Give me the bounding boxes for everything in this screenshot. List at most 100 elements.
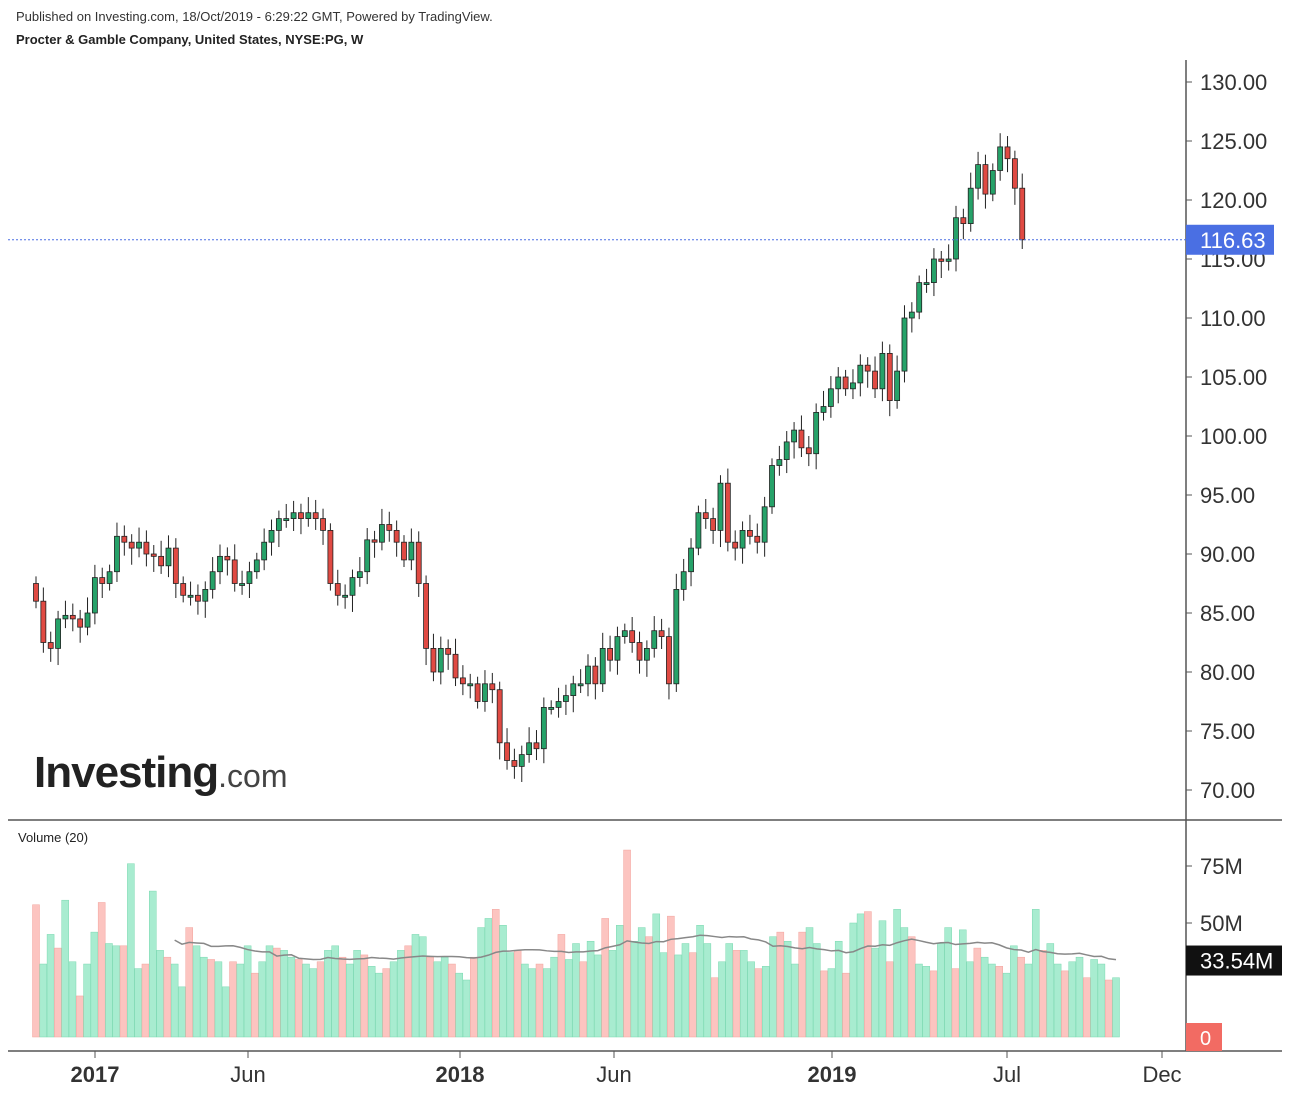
- volume-bar: [586, 940, 595, 1038]
- volume-bar: [367, 966, 376, 1038]
- volume-bar: [419, 936, 427, 1038]
- volume-ma-line: [174, 934, 1117, 961]
- volume-bar: [805, 927, 814, 1038]
- volume-bar: [747, 961, 755, 1038]
- volume-bar: [97, 902, 106, 1038]
- volume-bar: [827, 968, 836, 1038]
- candle-body: [997, 146, 1004, 171]
- candle-body: [261, 541, 268, 561]
- volume-bar: [83, 963, 91, 1038]
- volume-bar: [995, 966, 1003, 1038]
- volume-bar: [127, 863, 135, 1038]
- candle-body: [636, 642, 643, 661]
- volume-bar: [1010, 945, 1018, 1038]
- volume-bar: [302, 963, 310, 1038]
- candle-body: [629, 630, 636, 643]
- volume-bar: [769, 936, 777, 1038]
- volume-bar: [338, 956, 347, 1038]
- candle-body: [688, 547, 694, 573]
- volume-bar: [477, 927, 485, 1038]
- volume-bar: [214, 961, 223, 1038]
- price-tick-label: 120.00: [1200, 188, 1267, 213]
- candle-body: [342, 594, 349, 598]
- volume-bar: [375, 972, 383, 1038]
- zero-badge: [1186, 1023, 1222, 1051]
- volume-bar: [491, 909, 500, 1038]
- volume-bar: [1039, 950, 1047, 1038]
- volume-bar: [696, 925, 704, 1038]
- candle-body: [312, 512, 319, 520]
- volume-bar: [499, 925, 507, 1038]
- candle-body: [585, 665, 591, 685]
- volume-bar: [834, 940, 843, 1038]
- volume-bar: [674, 954, 682, 1038]
- candle-body: [1004, 146, 1011, 160]
- volume-bar: [616, 925, 624, 1038]
- volume-bar: [440, 956, 449, 1038]
- candle-body: [320, 518, 326, 531]
- candle-body: [739, 530, 746, 549]
- candle-body: [1019, 187, 1026, 241]
- volume-bar: [980, 956, 989, 1038]
- volume-bar: [360, 954, 369, 1038]
- candle-body: [47, 642, 54, 649]
- candle-body: [621, 630, 628, 638]
- volume-title: Volume (20): [18, 830, 88, 845]
- candle-body: [563, 695, 569, 702]
- volume-bar: [783, 940, 792, 1038]
- volume-bar: [1024, 963, 1033, 1038]
- candle-body: [55, 618, 61, 649]
- candle-body: [121, 535, 128, 543]
- volume-bar: [893, 909, 901, 1038]
- candle-body: [769, 465, 775, 508]
- time-tick-label: Dec: [1142, 1062, 1181, 1087]
- candle-body: [548, 707, 555, 710]
- volume-bar: [280, 950, 288, 1038]
- volume-bar: [1075, 956, 1084, 1038]
- candle-body: [430, 648, 437, 673]
- volume-bar: [134, 968, 142, 1038]
- candle-body: [327, 530, 334, 584]
- volume-bar: [382, 968, 391, 1038]
- candle-body: [172, 547, 179, 584]
- volume-bar: [929, 970, 938, 1038]
- volume-bar: [754, 968, 763, 1038]
- volume-bar: [1068, 961, 1076, 1038]
- volume-bar: [346, 963, 354, 1038]
- volume-bar: [192, 945, 201, 1038]
- candle-body: [850, 382, 856, 390]
- candle-body: [275, 518, 282, 531]
- candle-body: [459, 677, 466, 685]
- volume-bar: [725, 943, 733, 1038]
- volume-bar: [448, 963, 456, 1038]
- candle-body: [84, 612, 91, 628]
- volume-bar: [397, 950, 405, 1038]
- price-tick-label: 75.00: [1200, 719, 1255, 744]
- volume-bar: [309, 968, 318, 1038]
- volume-bar: [404, 945, 412, 1038]
- candle-body: [835, 376, 842, 390]
- candle-body: [305, 512, 312, 520]
- candle-body: [217, 555, 223, 573]
- volume-bar: [681, 943, 690, 1038]
- candle-body: [923, 282, 930, 286]
- volume-bar: [61, 899, 69, 1038]
- candle-body: [393, 530, 400, 543]
- volume-bar: [630, 940, 639, 1038]
- candle-body: [695, 512, 702, 549]
- volume-bar: [543, 968, 551, 1038]
- candle-body: [349, 577, 356, 596]
- price-tick-label: 95.00: [1200, 483, 1255, 508]
- volume-bar: [864, 911, 872, 1038]
- volume-bar: [316, 961, 325, 1038]
- candle-body: [614, 636, 621, 661]
- volume-bar: [907, 936, 916, 1038]
- candle-body: [224, 555, 231, 561]
- time-tick-label: 2018: [436, 1062, 485, 1087]
- candle-body: [283, 518, 290, 521]
- volume-bar: [1112, 977, 1120, 1038]
- volume-bar: [922, 966, 931, 1038]
- candle-body: [467, 683, 474, 687]
- volume-bar: [608, 950, 617, 1038]
